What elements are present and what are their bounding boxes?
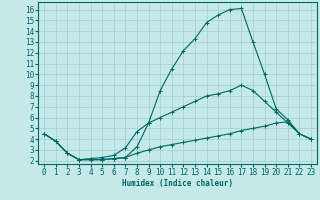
X-axis label: Humidex (Indice chaleur): Humidex (Indice chaleur) xyxy=(122,179,233,188)
